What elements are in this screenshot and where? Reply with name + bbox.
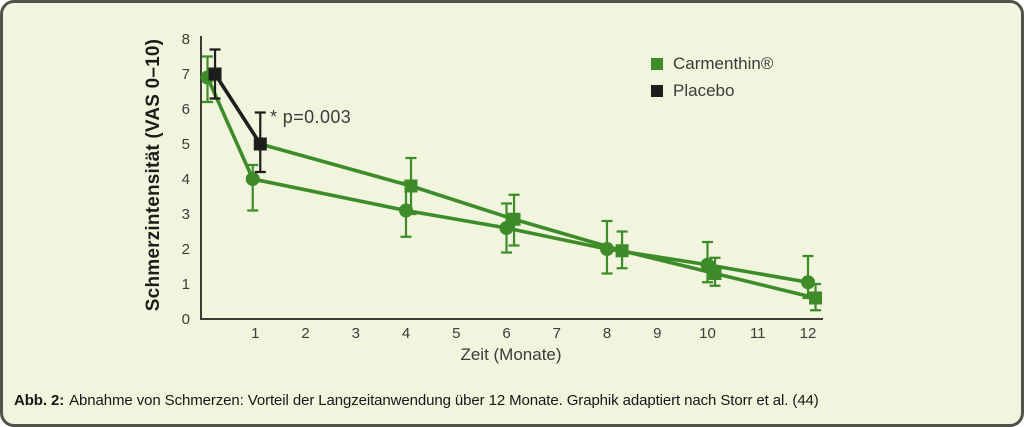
- x-axis-title: Zeit (Monate): [460, 345, 562, 364]
- x-tick-label: 4: [402, 325, 410, 342]
- data-point-circle: [245, 172, 260, 186]
- carmenthin-legend-swatch-icon: [651, 58, 663, 70]
- legend-item-carmenthin: Carmenthin®: [651, 54, 773, 74]
- series-1: [208, 48, 823, 312]
- figure-caption: Abb. 2: Abnahme von Schmerzen: Vorteil de…: [14, 392, 1004, 409]
- data-point-square: [208, 67, 222, 81]
- y-tick-label: 5: [182, 136, 190, 153]
- data-point-square: [253, 137, 267, 151]
- x-tick-label: 2: [301, 325, 309, 342]
- x-tick-label: 7: [553, 325, 561, 342]
- legend-label-placebo: Placebo: [673, 81, 735, 100]
- figure-caption-number: Abb. 2:: [14, 392, 65, 409]
- data-point-square: [708, 267, 722, 280]
- data-point-circle: [801, 275, 815, 290]
- series-line-segment: [506, 226, 608, 251]
- series-line-segment: [621, 249, 716, 276]
- x-tick-label: 10: [699, 325, 716, 342]
- series-line-segment: [513, 217, 623, 253]
- y-tick-label: 4: [182, 171, 190, 188]
- placebo-legend-swatch-icon: [651, 85, 663, 97]
- axes: [200, 36, 823, 320]
- x-tick-label: 3: [352, 325, 360, 342]
- y-tick-label: 3: [182, 206, 190, 223]
- y-tick-label: 1: [182, 276, 190, 293]
- legend: Carmenthin® Placebo: [651, 54, 773, 101]
- x-tick-label: 11: [750, 325, 766, 342]
- x-tick-label: 12: [800, 325, 817, 342]
- data-point-square: [404, 179, 418, 193]
- data-point-square: [507, 212, 521, 226]
- x-tick-label: 9: [653, 325, 661, 342]
- series-line-segment: [213, 73, 262, 145]
- series-line-segment: [259, 142, 412, 188]
- y-tick-label: 6: [182, 101, 190, 118]
- data-point-square: [615, 244, 629, 258]
- significance-annotation: * p=0.003: [270, 107, 352, 127]
- y-tick-label: 8: [182, 31, 190, 48]
- y-axis-title: Schmerzintensität (VAS 0–10): [143, 38, 164, 312]
- series-line-segment: [714, 271, 816, 300]
- data-point-square: [809, 291, 823, 305]
- y-tick-label: 7: [182, 66, 190, 83]
- series-line-segment: [252, 177, 407, 213]
- legend-item-placebo: Placebo: [651, 81, 773, 101]
- x-tick-label: 6: [502, 325, 510, 342]
- series-line-segment: [405, 208, 507, 230]
- legend-label-carmenthin: Carmenthin®: [673, 54, 774, 73]
- x-tick-label: 5: [452, 325, 460, 342]
- y-tick-label: 0: [182, 311, 190, 328]
- series-line-segment: [410, 184, 515, 221]
- x-tick-label: 1: [251, 325, 259, 342]
- figure-caption-text: Abnahme von Schmerzen: Vorteil der Langz…: [69, 392, 819, 409]
- x-tick-label: 8: [603, 325, 611, 342]
- y-tick-label: 2: [182, 241, 190, 258]
- series-line-segment: [707, 262, 809, 285]
